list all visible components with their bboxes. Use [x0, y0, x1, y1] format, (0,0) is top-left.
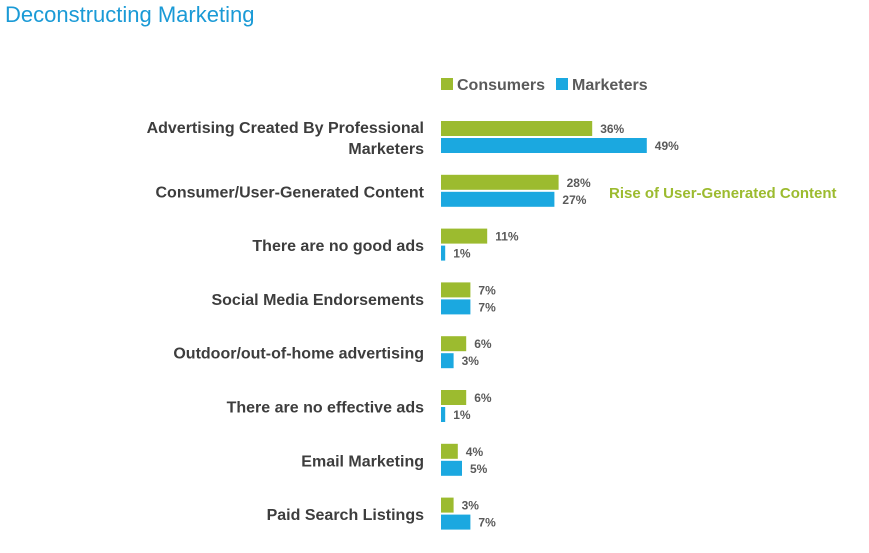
data-label-marketers: 7% — [478, 516, 496, 530]
annotation-rise-ugc: Rise of User-Generated Content — [609, 185, 837, 202]
data-label-consumers: 6% — [474, 391, 492, 405]
bar-consumers — [441, 121, 593, 136]
bar-marketers — [441, 299, 471, 315]
bar-consumers — [441, 282, 471, 298]
bar-marketers — [441, 460, 462, 476]
bar-marketers — [441, 138, 647, 153]
bar-consumers — [441, 336, 467, 352]
bar-marketers — [441, 353, 454, 369]
bar-consumers — [441, 174, 559, 190]
bar-consumers — [441, 497, 454, 513]
category-label: Outdoor/out-of-home advertising — [173, 346, 424, 363]
category-label: Consumer/User-Generated Content — [156, 184, 425, 201]
data-label-consumers: 11% — [495, 230, 519, 244]
data-label-marketers: 1% — [453, 247, 471, 261]
data-label-consumers: 28% — [567, 176, 591, 190]
bar-consumers — [441, 390, 467, 405]
category-label: Advertising Created By Professional — [147, 120, 424, 137]
data-label-consumers: 7% — [478, 283, 496, 297]
data-label-marketers: 27% — [562, 193, 586, 207]
legend-swatch-consumers — [441, 78, 453, 90]
legend-label-consumers: Consumers — [457, 77, 545, 94]
data-label-marketers: 7% — [478, 300, 496, 314]
bar-marketers — [441, 245, 446, 261]
data-label-consumers: 3% — [462, 499, 480, 513]
page-title: Deconstructing Marketing — [5, 2, 255, 27]
bar-consumers — [441, 443, 458, 459]
category-label: Social Media Endorsements — [211, 292, 424, 309]
category-label: Email Marketing — [301, 453, 424, 470]
data-label-marketers: 1% — [453, 408, 471, 422]
category-label: There are no effective ads — [227, 400, 425, 417]
bar-consumers — [441, 228, 488, 244]
category-label: There are no good ads — [252, 238, 424, 255]
data-label-consumers: 36% — [600, 122, 624, 136]
bar-marketers — [441, 514, 471, 530]
data-label-consumers: 4% — [466, 445, 484, 459]
data-label-marketers: 5% — [470, 462, 488, 476]
legend-swatch-marketers — [556, 78, 568, 90]
category-label: Marketers — [348, 141, 424, 158]
data-label-consumers: 6% — [474, 337, 492, 351]
bar-marketers — [441, 407, 446, 422]
data-label-marketers: 49% — [655, 139, 679, 153]
data-label-marketers: 3% — [462, 354, 480, 368]
category-label: Paid Search Listings — [267, 507, 424, 524]
legend-label-marketers: Marketers — [572, 77, 648, 94]
bar-marketers — [441, 191, 555, 207]
